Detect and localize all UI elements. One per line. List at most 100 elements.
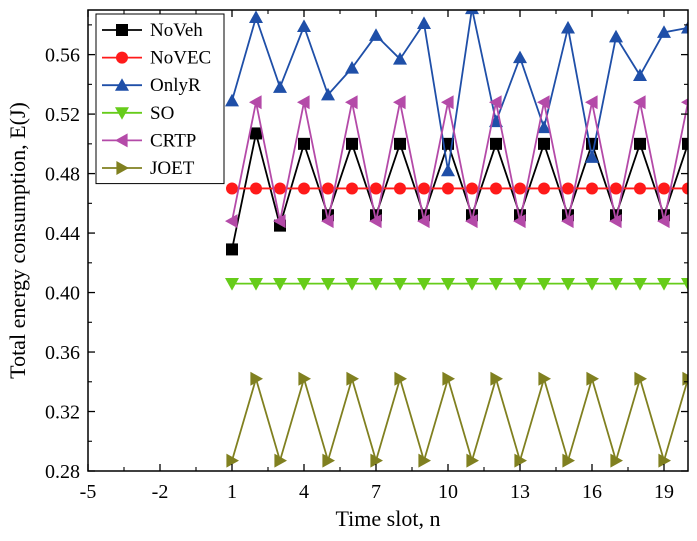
data-point-onlyr (273, 80, 287, 93)
x-tick-label: -5 (80, 481, 97, 503)
data-point-so (225, 278, 239, 291)
data-point-novec (418, 182, 430, 195)
data-point-so (417, 278, 431, 291)
data-point-so (393, 278, 407, 291)
data-point-noveh (346, 137, 358, 150)
data-point-novec (514, 182, 526, 195)
data-point-so (561, 278, 575, 291)
legend: NoVeh NoVEC OnlyR SO CRTP JOET (95, 13, 225, 185)
legend-marker-novec (116, 51, 128, 64)
y-tick-label: 0.48 (45, 164, 80, 186)
data-point-crtp (537, 95, 550, 110)
data-point-so (609, 278, 623, 291)
legend-item-so: SO (102, 103, 174, 124)
data-point-novec (442, 182, 454, 195)
y-tick-label: 0.56 (45, 45, 80, 67)
series-so (225, 278, 688, 291)
legend-label: JOET (150, 158, 195, 179)
data-point-crtp (441, 95, 454, 110)
data-point-joet (346, 371, 359, 386)
legend-label: NoVeh (150, 20, 203, 41)
series-crtp (225, 95, 688, 229)
data-point-so (681, 278, 688, 291)
legend-item-noveh: NoVeh (102, 20, 203, 41)
data-point-crtp (609, 214, 622, 229)
data-point-joet (226, 453, 239, 468)
data-point-novec (226, 182, 238, 195)
data-point-novec (298, 182, 310, 195)
y-tick-label: 0.52 (45, 104, 80, 126)
series-layer (225, 10, 688, 468)
data-point-noveh (634, 137, 646, 150)
data-point-crtp (321, 214, 334, 229)
data-point-so (297, 278, 311, 291)
data-point-crtp (633, 95, 646, 110)
data-point-onlyr (393, 52, 407, 65)
data-point-crtp (489, 95, 502, 110)
series-line-joet (231, 375, 688, 464)
data-point-novec (466, 182, 478, 195)
data-point-noveh (538, 137, 550, 150)
series-line-crtp (231, 102, 688, 222)
data-point-joet (586, 371, 599, 386)
data-point-crtp (657, 214, 670, 229)
data-point-so (513, 278, 527, 291)
data-point-onlyr (321, 87, 335, 101)
data-point-so (633, 278, 647, 291)
data-point-onlyr (633, 68, 647, 82)
data-point-onlyr (657, 25, 671, 38)
data-point-novec (274, 182, 286, 195)
data-point-crtp (465, 214, 478, 229)
data-point-crtp (681, 98, 688, 107)
legend-marker-joet (116, 161, 129, 175)
legend-item-joet: JOET (102, 158, 195, 179)
data-point-noveh (250, 127, 262, 140)
data-point-novec (634, 182, 646, 195)
data-point-onlyr (609, 29, 623, 43)
data-point-crtp (297, 95, 310, 110)
legend-label: CRTP (150, 130, 196, 151)
legend-marker-noveh (116, 24, 128, 36)
data-point-joet (658, 453, 671, 468)
data-point-crtp (273, 214, 286, 229)
legend-label: NoVEC (150, 48, 211, 69)
data-point-onlyr (585, 150, 599, 163)
data-point-so (465, 278, 479, 291)
legend-box (95, 13, 225, 185)
data-point-crtp (393, 95, 406, 110)
data-point-joet (634, 371, 647, 386)
series-onlyr (225, 10, 688, 177)
data-point-noveh (490, 137, 502, 150)
data-point-onlyr (441, 163, 455, 177)
data-point-so (489, 278, 503, 291)
data-point-onlyr (297, 19, 311, 32)
series-noveh (226, 127, 688, 256)
data-point-joet (394, 371, 407, 386)
legend-item-novec: NoVEC (102, 48, 211, 69)
series-line-onlyr (231, 10, 688, 171)
x-tick-label: -2 (152, 481, 169, 503)
data-point-joet (466, 453, 479, 468)
data-point-novec (490, 182, 502, 195)
y-tick-label: 0.40 (45, 283, 80, 305)
data-point-so (537, 278, 551, 291)
data-point-novec (538, 182, 550, 195)
x-tick-label: 10 (438, 481, 458, 503)
data-point-novec (586, 182, 598, 195)
data-point-so (345, 278, 359, 291)
data-point-noveh (394, 137, 406, 150)
data-point-joet (562, 453, 575, 468)
data-point-onlyr (225, 93, 239, 107)
series-joet (226, 371, 688, 468)
data-point-crtp (513, 214, 526, 229)
data-point-noveh (298, 137, 310, 150)
data-point-onlyr (561, 20, 575, 34)
y-tick-label: 0.28 (45, 461, 80, 483)
data-point-novec (394, 182, 406, 195)
data-point-onlyr (537, 120, 551, 134)
x-tick-label: 13 (510, 481, 530, 503)
data-point-crtp (585, 95, 598, 110)
y-axis-title: Total energy consumption, E(J) (5, 102, 30, 379)
data-point-joet (418, 453, 431, 468)
